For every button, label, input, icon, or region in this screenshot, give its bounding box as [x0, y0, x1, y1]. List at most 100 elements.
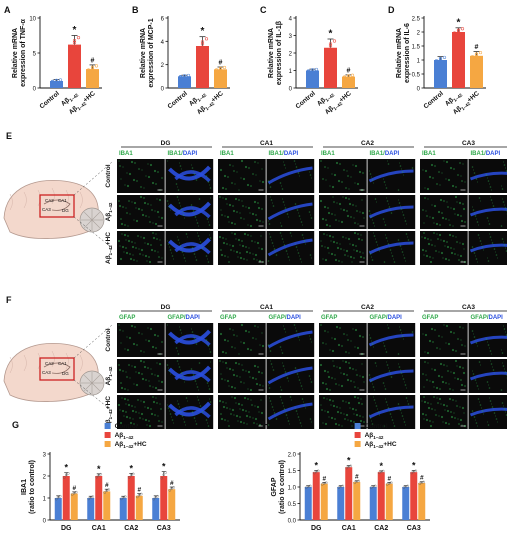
cell-signal: [159, 239, 160, 240]
cell-signal: [120, 218, 122, 220]
cell-signal: [348, 238, 350, 240]
bar: [470, 56, 483, 88]
cell-signal: [150, 164, 152, 166]
cell-signal: [492, 203, 493, 204]
cell-signal: [132, 418, 133, 419]
cell-signal: [178, 189, 180, 191]
cell-signal: [409, 243, 410, 244]
cell-signal: [295, 328, 296, 329]
cell-signal: [481, 408, 482, 409]
cell-signal: [158, 256, 160, 258]
cell-signal: [369, 335, 370, 336]
bar: [313, 472, 320, 520]
micrograph-merge: [368, 359, 416, 393]
cell-signal: [489, 387, 491, 389]
cell-signal: [184, 218, 185, 219]
cell-signal: [464, 345, 465, 346]
cell-signal: [290, 396, 292, 398]
cell-signal: [355, 165, 357, 167]
micrograph-merge: [469, 231, 507, 265]
cell-signal: [337, 411, 339, 413]
y-tick-label: 2: [43, 475, 47, 481]
cell-signal: [210, 187, 212, 189]
cell-signal: [167, 241, 168, 242]
cell-signal: [503, 201, 505, 203]
cell-signal: [461, 384, 463, 386]
cell-signal: [452, 399, 454, 401]
cell-signal: [358, 238, 360, 240]
cell-signal: [388, 327, 390, 329]
cell-signal: [310, 418, 312, 420]
cell-signal: [126, 416, 128, 418]
cell-signal: [150, 408, 152, 410]
cell-signal: [386, 351, 388, 353]
cell-signal: [134, 326, 136, 328]
cell-signal: [463, 248, 464, 249]
cell-signal: [362, 252, 363, 253]
legend-label: Aβ1–42+HC: [115, 441, 147, 449]
bar: [337, 487, 344, 520]
cell-signal: [148, 176, 150, 178]
cell-signal: [220, 333, 222, 335]
cell-signal: [208, 425, 210, 427]
cell-signal: [121, 233, 122, 234]
cell-signal: [374, 226, 375, 227]
cell-signal: [422, 333, 423, 334]
cell-signal: [249, 212, 250, 213]
cell-signal: [425, 334, 427, 336]
cell-signal: [501, 389, 503, 391]
y-tick-label: 0: [289, 87, 293, 93]
cell-signal: [246, 259, 247, 260]
cell-signal: [442, 217, 444, 219]
cell-signal: [195, 341, 196, 342]
cell-signal: [391, 376, 393, 378]
cell-signal: [262, 221, 263, 222]
cell-signal: [331, 253, 333, 255]
cell-signal: [144, 202, 146, 204]
cell-signal: [242, 205, 244, 207]
cell-signal: [424, 351, 425, 352]
cell-signal: [223, 242, 225, 244]
panel-letter: H: [262, 420, 269, 430]
cell-signal: [254, 365, 256, 367]
cell-signal: [159, 363, 161, 365]
cell-signal: [238, 239, 240, 241]
cell-signal: [193, 374, 195, 376]
cell-signal: [169, 206, 171, 208]
data-point: [333, 40, 336, 43]
significance-hash: #: [137, 487, 141, 494]
cell-signal: [476, 422, 478, 424]
cell-signal: [157, 415, 158, 416]
y-tick-label: 2: [417, 31, 421, 37]
cell-signal: [341, 181, 343, 183]
channel-label: IBA1: [119, 151, 133, 157]
cell-signal: [198, 390, 199, 391]
cell-signal: [129, 173, 131, 175]
cell-signal: [384, 181, 386, 183]
cell-signal: [491, 199, 493, 201]
cell-signal: [120, 382, 122, 384]
cell-signal: [150, 368, 151, 369]
cell-signal: [338, 424, 340, 426]
cell-signal: [446, 161, 448, 163]
cell-signal: [490, 236, 492, 238]
micrograph-marker: [218, 359, 266, 393]
cell-signal: [118, 364, 120, 366]
cell-signal: [489, 234, 490, 235]
cell-signal: [332, 196, 333, 197]
y-tick-label: 3: [289, 34, 293, 40]
panel-letter: E: [6, 131, 12, 141]
cell-signal: [239, 244, 240, 245]
cell-signal: [181, 372, 183, 374]
cell-signal: [438, 415, 439, 416]
micrograph-marker: [420, 395, 468, 429]
cell-signal: [460, 339, 461, 340]
cell-signal: [335, 423, 337, 425]
cell-signal: [282, 188, 284, 190]
cell-signal: [369, 415, 370, 416]
cell-signal: [131, 325, 133, 327]
cell-signal: [250, 235, 251, 236]
cell-signal: [224, 379, 225, 380]
cell-signal: [227, 216, 229, 218]
cell-signal: [242, 245, 244, 247]
